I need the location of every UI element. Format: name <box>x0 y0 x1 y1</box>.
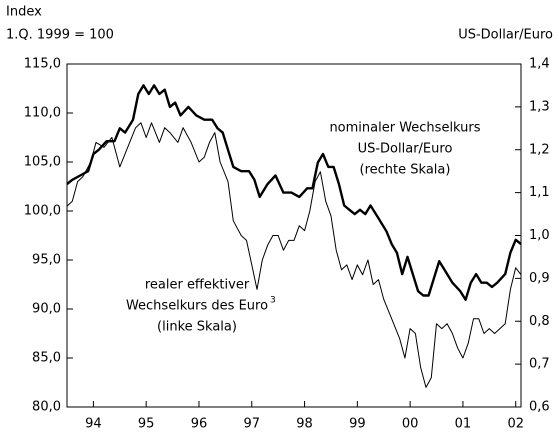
x-tick-label: 94 <box>85 417 102 432</box>
x-tick-label: 02 <box>507 417 524 432</box>
y-tick-label: 115,0 <box>24 57 61 72</box>
y2-tick-label: 1,4 <box>529 57 550 72</box>
x-tick-label: 95 <box>138 417 155 432</box>
x-tick-label: 98 <box>296 417 313 432</box>
x-tick-label: 97 <box>243 417 260 432</box>
y2-tick-label: 1,2 <box>529 142 550 157</box>
annotation: Wechselkurs des Euro <box>126 299 268 314</box>
x-tick-label: 99 <box>349 417 366 432</box>
series-line <box>66 84 522 301</box>
footnote-mark: 3 <box>270 296 276 306</box>
annotation: (linke Skala) <box>157 320 237 335</box>
y2-tick-label: 0,9 <box>529 271 550 286</box>
annotation: US-Dollar/Euro <box>358 142 453 157</box>
y-tick-label: 100,0 <box>24 204 61 219</box>
x-tick-label: 96 <box>191 417 208 432</box>
annotation: realer effektiver <box>145 278 250 293</box>
y2-tick-label: 0,8 <box>529 314 550 329</box>
annotation: nominaler Wechselkurs <box>329 121 480 136</box>
y2-axis-label: US-Dollar/Euro <box>458 28 553 43</box>
y-axis-label: 1.Q. 1999 = 100 <box>6 28 114 43</box>
y2-tick-label: 0,7 <box>529 357 550 372</box>
series-line <box>66 122 522 388</box>
y-tick-label: 105,0 <box>24 155 61 170</box>
y-tick-label: 85,0 <box>32 351 61 366</box>
y-axis-label: Index <box>6 5 42 20</box>
x-tick-label: 01 <box>455 417 472 432</box>
y2-tick-label: 1,3 <box>529 99 550 114</box>
y2-tick-label: 0,6 <box>529 400 550 415</box>
annotation: (rechte Skala) <box>360 163 451 178</box>
y-tick-label: 80,0 <box>32 400 61 415</box>
y-tick-label: 110,0 <box>24 106 61 121</box>
y2-tick-label: 1,1 <box>529 185 550 200</box>
y-tick-label: 90,0 <box>32 302 61 317</box>
y2-tick-label: 1,0 <box>529 228 550 243</box>
y-tick-label: 95,0 <box>32 253 61 268</box>
x-tick-label: 00 <box>402 417 419 432</box>
